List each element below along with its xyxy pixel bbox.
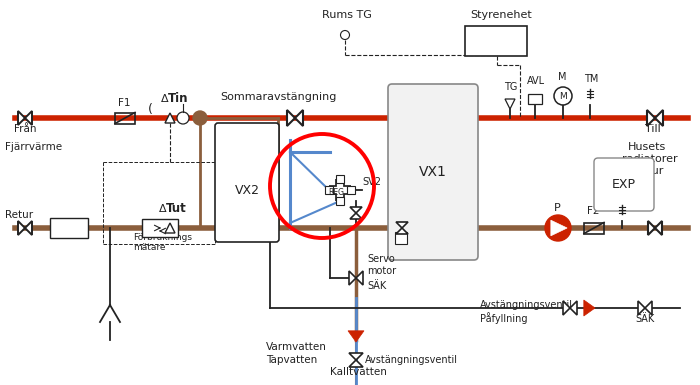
Bar: [347, 186, 355, 194]
Circle shape: [193, 111, 207, 125]
Bar: [395, 232, 407, 244]
Bar: [336, 175, 344, 183]
Text: Kalltvatten: Kalltvatten: [330, 367, 387, 377]
Text: TM: TM: [584, 74, 598, 84]
Polygon shape: [505, 99, 515, 109]
Polygon shape: [396, 228, 408, 234]
Text: Tin: Tin: [168, 92, 188, 105]
Text: Avstängningsventil
Påfyllning: Avstängningsventil Påfyllning: [480, 300, 573, 324]
Text: Sommaravstängning: Sommaravstängning: [220, 92, 337, 102]
Polygon shape: [349, 271, 356, 285]
Polygon shape: [655, 221, 662, 235]
Polygon shape: [645, 301, 652, 315]
Circle shape: [554, 87, 572, 105]
Polygon shape: [287, 110, 295, 126]
Circle shape: [545, 215, 571, 241]
Text: P: P: [554, 203, 561, 213]
Text: PB: PB: [60, 226, 74, 236]
Text: F1: F1: [118, 98, 130, 108]
Bar: [325, 186, 333, 194]
Polygon shape: [295, 110, 303, 126]
Text: radiatorer: radiatorer: [622, 154, 678, 164]
FancyBboxPatch shape: [594, 158, 654, 211]
Bar: [528, 94, 542, 104]
Polygon shape: [349, 360, 363, 367]
Polygon shape: [18, 221, 25, 235]
Polygon shape: [18, 111, 25, 125]
Text: Rums TG: Rums TG: [322, 10, 372, 20]
Bar: [115, 112, 135, 124]
FancyBboxPatch shape: [388, 84, 478, 260]
Text: Till: Till: [645, 124, 661, 134]
Circle shape: [340, 30, 349, 40]
Text: VX2: VX2: [234, 184, 260, 197]
Polygon shape: [349, 353, 363, 360]
Text: Retur: Retur: [5, 210, 33, 220]
Text: Varmvatten: Varmvatten: [266, 342, 327, 352]
Text: M: M: [559, 92, 567, 101]
Polygon shape: [584, 300, 595, 316]
Text: Styrenehet: Styrenehet: [470, 10, 532, 20]
FancyBboxPatch shape: [215, 123, 279, 242]
Text: Från: Från: [14, 124, 36, 134]
Text: SÄK: SÄK: [635, 314, 654, 324]
Polygon shape: [25, 111, 32, 125]
Polygon shape: [350, 207, 362, 213]
Text: M: M: [558, 72, 566, 82]
Bar: [142, 219, 178, 237]
Text: TG: TG: [504, 82, 517, 92]
Text: Husets: Husets: [628, 142, 666, 152]
Text: (: (: [148, 103, 153, 116]
Polygon shape: [638, 301, 645, 315]
Polygon shape: [25, 221, 32, 235]
Text: EXP: EXP: [612, 177, 636, 191]
Text: REG: REG: [328, 188, 344, 197]
Text: F2: F2: [587, 206, 599, 216]
Polygon shape: [356, 271, 363, 285]
Polygon shape: [563, 301, 570, 315]
Text: Tut: Tut: [166, 202, 187, 215]
Text: SV2: SV2: [362, 177, 381, 187]
Polygon shape: [396, 222, 408, 228]
Text: TM: TM: [616, 188, 631, 198]
Circle shape: [177, 112, 189, 124]
Text: VX1: VX1: [419, 165, 447, 179]
Polygon shape: [165, 223, 175, 233]
Bar: [50, 218, 88, 238]
Text: $\Delta$: $\Delta$: [158, 202, 167, 214]
Polygon shape: [551, 220, 567, 236]
Text: retur: retur: [636, 166, 664, 176]
Bar: [465, 26, 527, 56]
Polygon shape: [350, 213, 362, 219]
Text: AVL: AVL: [527, 76, 545, 86]
Bar: [584, 223, 604, 233]
Polygon shape: [348, 331, 364, 342]
Polygon shape: [655, 110, 663, 126]
Polygon shape: [165, 113, 175, 123]
Polygon shape: [647, 110, 655, 126]
Text: Tapvatten: Tapvatten: [266, 355, 317, 365]
Polygon shape: [648, 221, 655, 235]
Text: Avstängningsventil: Avstängningsventil: [365, 355, 458, 365]
Polygon shape: [570, 301, 577, 315]
Text: $\Delta$: $\Delta$: [160, 92, 169, 104]
Text: SÄK: SÄK: [367, 281, 386, 291]
Text: Servo
motor: Servo motor: [367, 254, 396, 276]
Bar: [336, 197, 344, 205]
Text: Förbruknings
mätare: Förbruknings mätare: [133, 233, 192, 252]
Text: Fjärrvärme: Fjärrvärme: [5, 142, 62, 152]
